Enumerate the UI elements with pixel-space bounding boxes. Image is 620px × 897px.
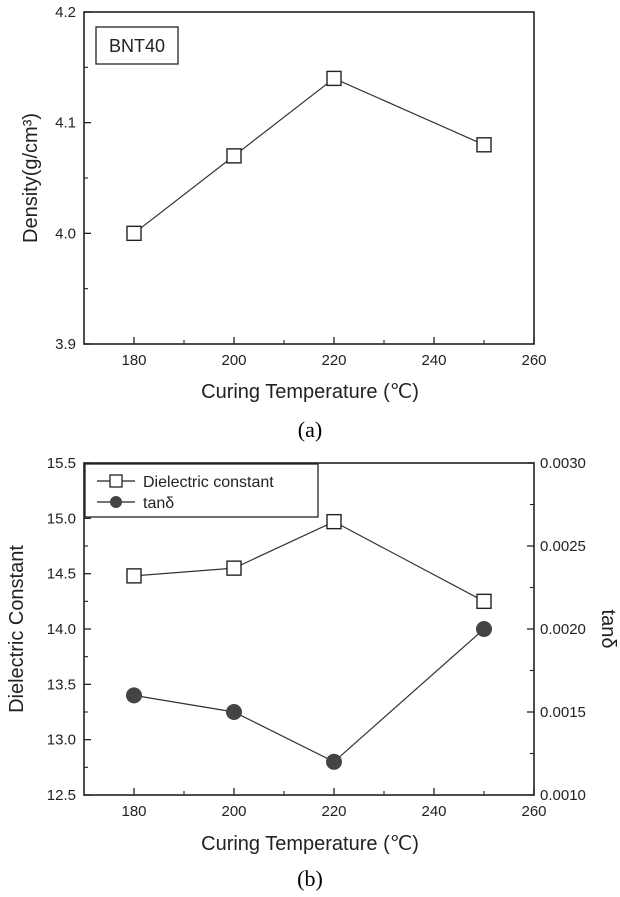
data-point-b1-0 — [126, 687, 142, 704]
x-tick-label-b-2: 220 — [321, 803, 346, 820]
data-point-b0-0 — [126, 568, 142, 584]
data-point-b0-2 — [326, 513, 342, 530]
data-point-a0-0 — [126, 225, 142, 242]
legend-label-dielectric: Dielectric constant — [143, 474, 274, 491]
legend-box — [84, 463, 319, 518]
x-tick-label-a-4: 260 — [521, 352, 546, 369]
y2-tick-label-b-0: 0.0010 — [540, 787, 586, 804]
x-tick-label-a-1: 200 — [221, 352, 246, 369]
chart-panel-a: 180 200 220 240 260 3.9 4.0 4.1 4.2 BNT40 Curing… — [20, 4, 547, 442]
x-tick-label-a-3: 240 — [421, 352, 446, 369]
legend-label-tand: tanδ — [143, 495, 174, 512]
y-tick-label-a-3: 4.2 — [55, 4, 76, 21]
x-tick-label-b-3: 240 — [421, 803, 446, 820]
series-line-a0 — [133, 77, 485, 234]
x-tick-label-b-1: 200 — [221, 803, 246, 820]
y2-tick-label-b-1: 0.0015 — [540, 704, 586, 721]
legend: Dielectric constant tanδ — [84, 463, 319, 518]
y-tick-label-a-2: 4.1 — [55, 115, 76, 132]
x-tick-label-b-4: 260 — [521, 803, 546, 820]
legend-marker-tand — [110, 496, 122, 508]
data-point-b1-3 — [476, 621, 492, 637]
panel-caption-b: (b) — [297, 866, 323, 891]
y2-axis-label-b: tanδ — [597, 610, 619, 649]
annotation-box — [95, 26, 179, 65]
y-tick-label-a-0: 3.9 — [55, 336, 76, 353]
annotation-label: BNT40 — [109, 36, 165, 56]
x-tick-label-a-0: 180 — [121, 352, 146, 369]
y-tick-label-b-4: 14.5 — [47, 566, 76, 583]
x-axis-label-b: Curing Temperature (℃) — [201, 833, 419, 855]
y2-tick-label-b-3: 0.0025 — [540, 538, 586, 555]
data-point-b1-2 — [326, 753, 342, 770]
panel-caption-a: (a) — [298, 417, 322, 442]
data-point-a0-3 — [476, 137, 492, 153]
y-tick-label-b-3: 14.0 — [47, 621, 76, 638]
y2-tick-label-b-4: 0.0030 — [540, 455, 586, 472]
x-tick-label-a-2: 220 — [321, 352, 346, 369]
series-line-b1 — [133, 628, 485, 763]
data-point-b0-3 — [476, 593, 492, 610]
y-tick-label-b-0: 12.5 — [47, 787, 76, 804]
y-tick-label-a-1: 4.0 — [55, 225, 76, 242]
data-point-a0-2 — [326, 70, 342, 87]
y-tick-label-b-2: 13.5 — [47, 676, 76, 693]
data-point-b0-1 — [226, 560, 242, 576]
y-tick-label-b-5: 15.0 — [47, 510, 76, 527]
data-point-b1-1 — [226, 704, 242, 720]
x-tick-label-b-0: 180 — [121, 803, 146, 820]
series-line-b0 — [133, 520, 485, 602]
y-axis-label-b: Dielectric Constant — [6, 545, 28, 713]
y2-tick-label-b-2: 0.0020 — [540, 621, 586, 638]
x-axis-label-a: Curing Temperature (℃) — [201, 381, 419, 403]
y-tick-label-b-6: 15.5 — [47, 455, 76, 472]
y-tick-label-b-1: 13.0 — [47, 732, 76, 749]
legend-marker-dielectric — [109, 474, 123, 488]
chart-panel-b: 180 200 220 240 260 12.5 13.0 13.5 14.0 14.5 15.0 1… — [6, 455, 619, 891]
data-point-a0-1 — [226, 148, 242, 164]
y-axis-label-a: Density(g/cm³) — [20, 113, 42, 243]
